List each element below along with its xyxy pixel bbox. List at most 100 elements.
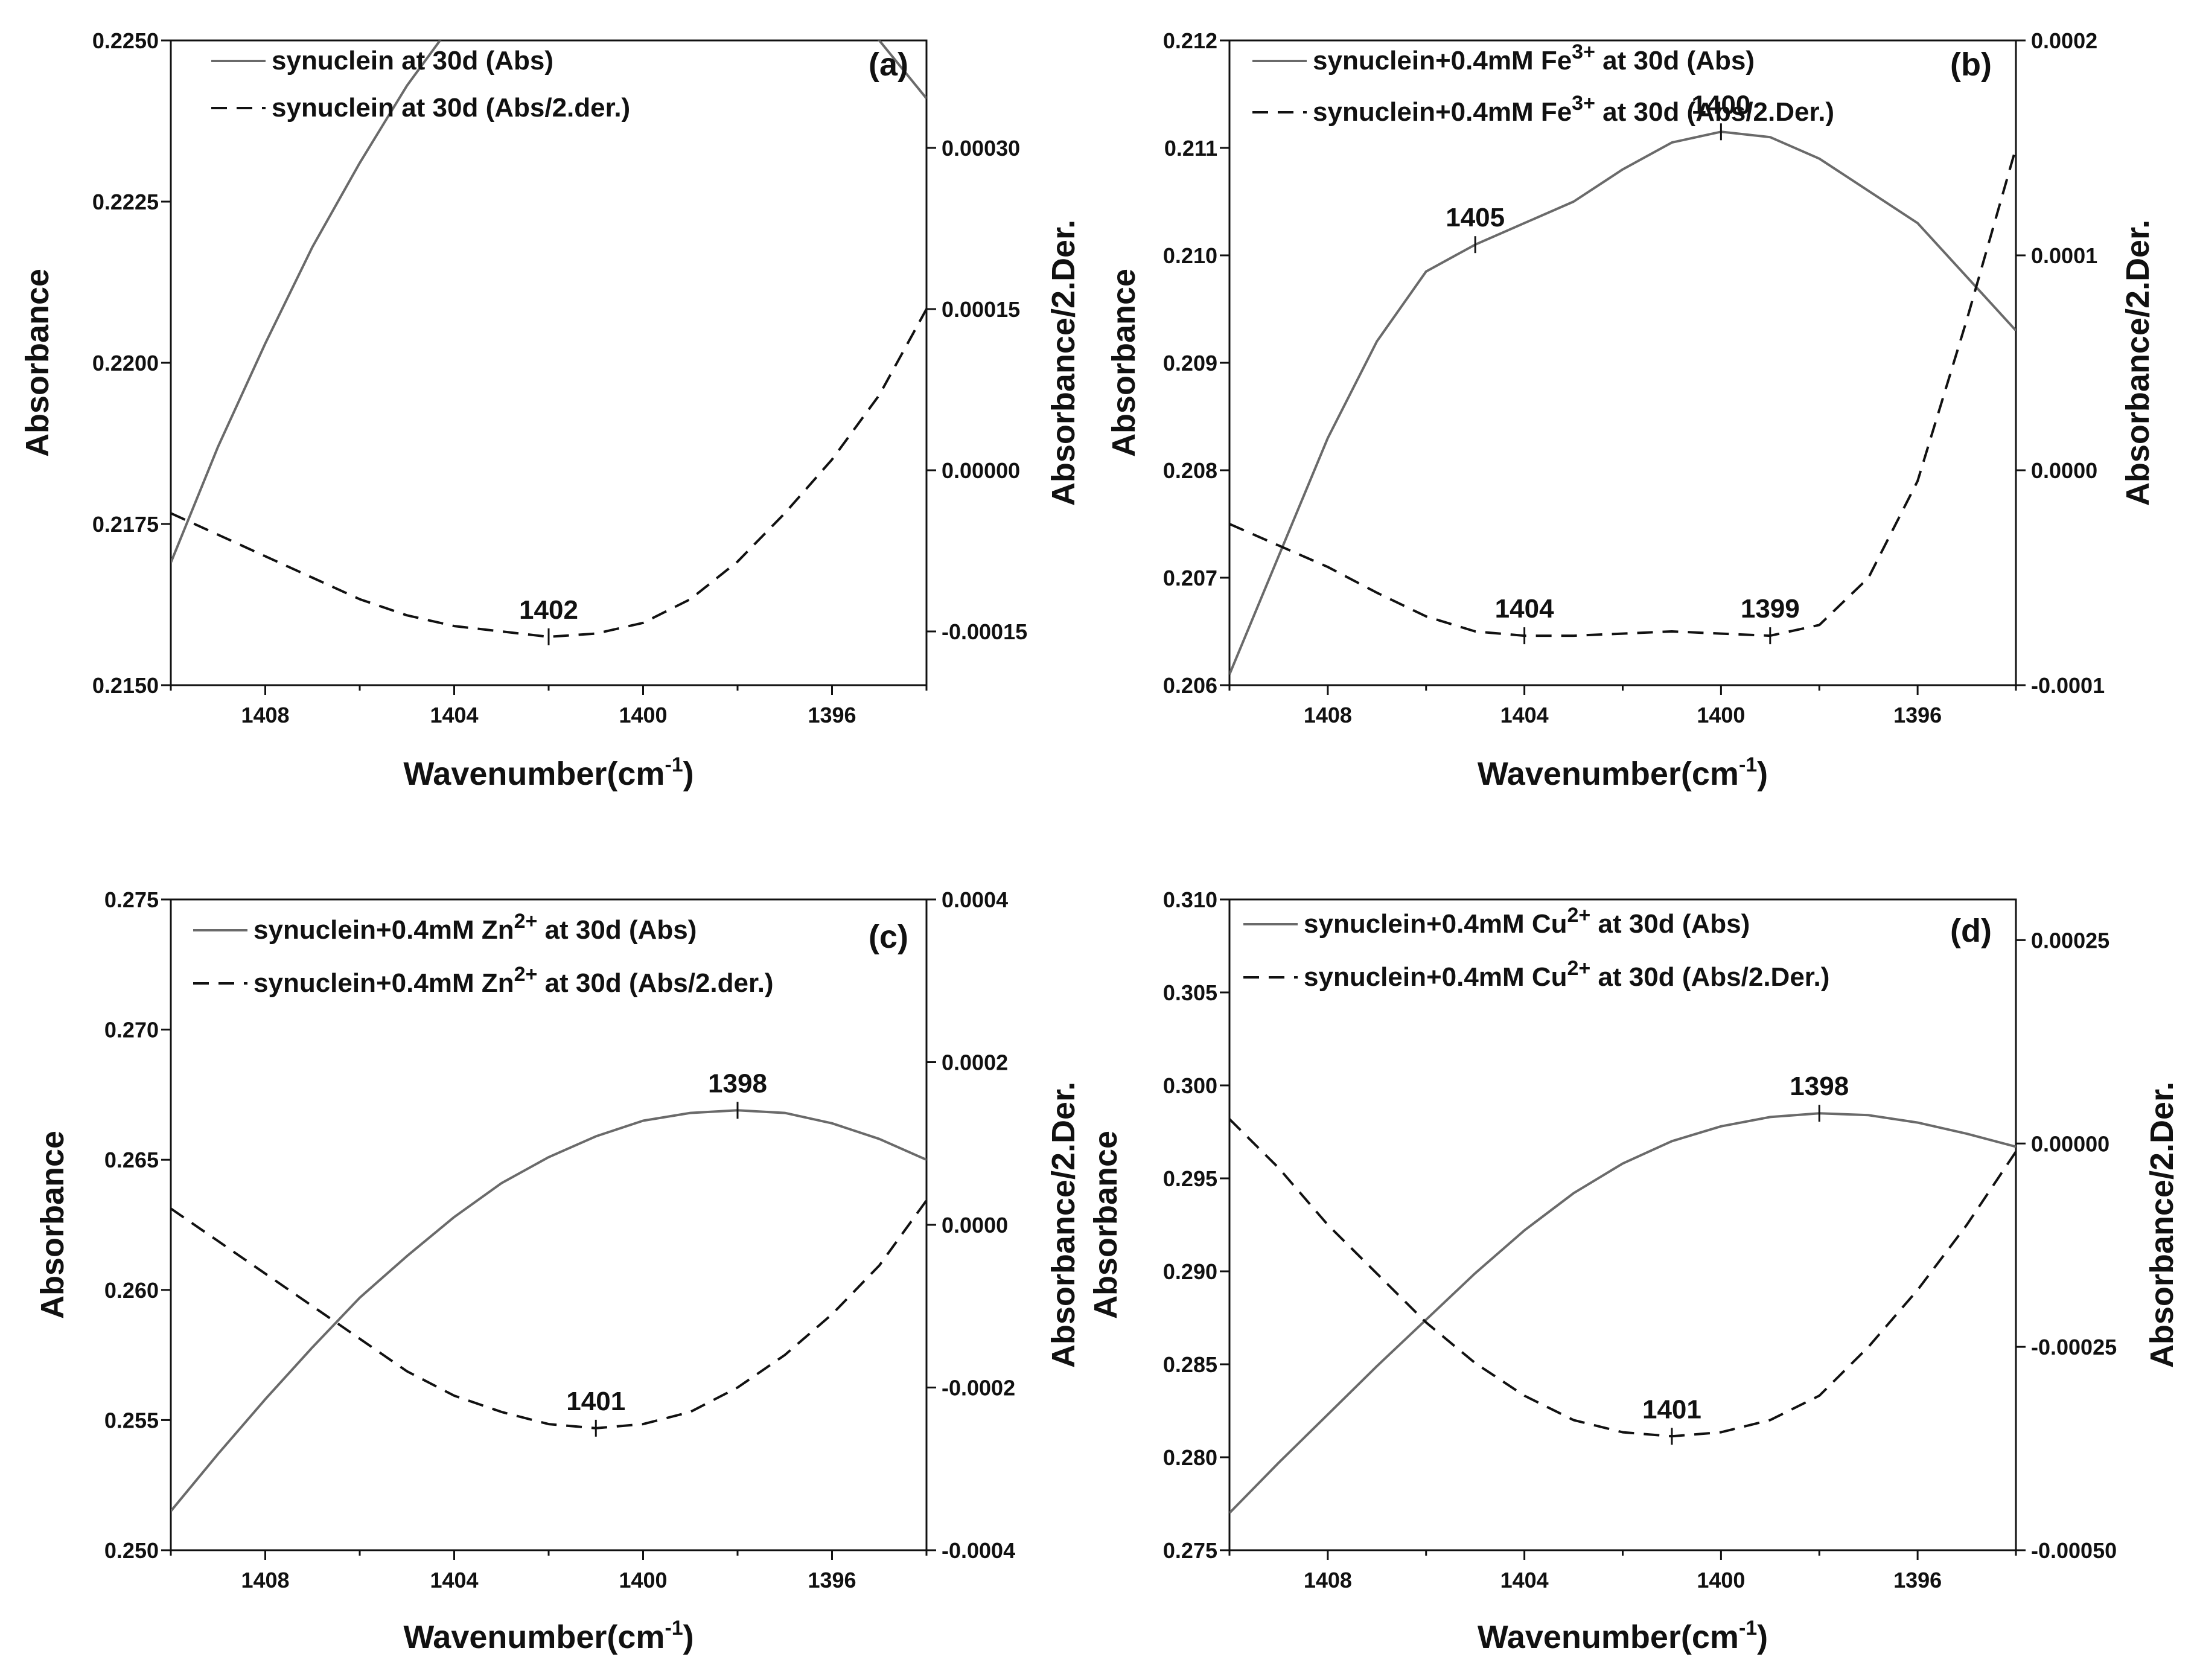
x-axis-title-main: Wavenumber(cm <box>403 1619 665 1655</box>
y-left-tick-label: 0.300 <box>1163 1073 1217 1098</box>
legend-text-main: synuclein+0.4mM Cu <box>1304 962 1567 992</box>
y-right-tick-label: 0.0004 <box>942 887 1008 912</box>
y-left-tick-label: 0.206 <box>1163 673 1217 698</box>
y-left-axis-title: Absorbance <box>1088 1131 1124 1319</box>
series-line-absorbance <box>171 1109 926 1512</box>
y-right-tick-label: -0.00050 <box>2031 1538 2117 1563</box>
x-axis-title: Wavenumber(cm-1) <box>403 1617 694 1655</box>
series-line-second-derivative <box>1229 147 2016 637</box>
peak-label: 1398 <box>708 1068 767 1098</box>
y-left-tick-label: 0.2200 <box>92 351 159 375</box>
legend-text-sup: 2+ <box>1567 904 1590 927</box>
y-left-tick-label: 0.2150 <box>92 673 159 698</box>
y-left-tick-label: 0.211 <box>1164 136 1217 161</box>
legend-entry-label: synuclein+0.4mM Fe3+ at 30d (Abs/2.Der.) <box>1313 92 1834 127</box>
y-left-tick-label: 0.275 <box>1163 1538 1217 1563</box>
x-tick-label: 1400 <box>619 1568 667 1592</box>
legend-text-main: synuclein at 30d (Abs/2.der.) <box>272 93 630 123</box>
x-tick-label: 1408 <box>1304 703 1352 727</box>
y-left-tick-label: 0.255 <box>104 1408 159 1432</box>
legend-text-sup: 3+ <box>1572 92 1595 115</box>
y-right-tick-label: 0.0000 <box>942 1213 1008 1238</box>
x-axis-title: Wavenumber(cm-1) <box>403 753 694 792</box>
y-right-axis-title: Absorbance/2.Der. <box>1045 220 1082 506</box>
y-left-axis-title: Absorbance <box>34 1131 71 1319</box>
y-left-tick-label: 0.250 <box>104 1538 159 1563</box>
y-left-tick-label: 0.270 <box>104 1018 159 1043</box>
x-axis-title-sup: -1 <box>1739 1617 1757 1640</box>
peak-label: 1405 <box>1446 203 1505 232</box>
series-line-absorbance <box>1229 1112 2016 1514</box>
y-left-tick-label: 0.310 <box>1163 887 1217 912</box>
peak-label: 1399 <box>1741 594 1800 624</box>
y-left-tick-label: 0.285 <box>1163 1352 1217 1377</box>
legend-entry-label: synuclein at 30d (Abs) <box>272 46 553 75</box>
y-right-tick-label: 0.00030 <box>942 136 1020 161</box>
y-right-tick-label: 0.0002 <box>2031 28 2097 53</box>
y-right-tick-label: 0.0002 <box>942 1050 1008 1075</box>
chart-panel-d: 1408 1404 1400 1396 0.275 0.280 0.285 0.290 0.29… <box>1088 887 2180 1655</box>
x-tick-label: 1400 <box>1697 1568 1745 1592</box>
legend-text-end: at 30d (Abs) <box>1590 909 1750 939</box>
x-tick-label: 1408 <box>241 1568 289 1592</box>
legend-text-sup: 2+ <box>514 963 538 986</box>
series-line-absorbance <box>1229 130 2016 675</box>
y-left-tick-label: 0.290 <box>1163 1259 1217 1284</box>
x-axis-title-end: ) <box>1757 756 1768 792</box>
legend-text-end: at 30d (Abs) <box>537 915 697 945</box>
y-left-tick-label: 0.260 <box>104 1278 159 1303</box>
x-axis-title: Wavenumber(cm-1) <box>1478 753 1768 792</box>
peak-label: 1401 <box>1642 1394 1701 1424</box>
plot-frame <box>170 39 928 686</box>
legend-text-main: synuclein+0.4mM Fe <box>1313 97 1572 127</box>
legend-text-sup: 2+ <box>1567 957 1590 980</box>
plot-frame <box>1228 898 2017 1551</box>
x-tick-label: 1408 <box>241 703 289 727</box>
y-right-tick-label: 0.0001 <box>2031 243 2097 268</box>
y-left-tick-label: 0.280 <box>1163 1445 1217 1470</box>
x-axis-title: Wavenumber(cm-1) <box>1478 1617 1768 1655</box>
peak-label: 1402 <box>519 595 578 625</box>
x-tick-label: 1400 <box>1697 703 1745 727</box>
y-left-tick-label: 0.207 <box>1163 566 1217 590</box>
legend-text-sup: 2+ <box>514 910 538 933</box>
series-line-absorbance <box>171 40 926 563</box>
x-tick-label: 1396 <box>1893 703 1942 727</box>
legend-text-end: at 30d (Abs/2.der.) <box>537 968 773 998</box>
legend-text-main: synuclein+0.4mM Zn <box>253 915 514 945</box>
x-tick-label: 1396 <box>808 1568 856 1592</box>
y-right-axis-title: Absorbance/2.Der. <box>1045 1082 1082 1368</box>
x-tick-label: 1396 <box>1893 1568 1942 1592</box>
legend-text-end: at 30d (Abs/2.Der.) <box>1595 97 1834 127</box>
x-tick-label: 1404 <box>430 703 478 727</box>
series-line-second-derivative <box>171 1199 926 1429</box>
y-left-axis-title: Absorbance <box>1106 269 1142 457</box>
y-left-tick-label: 0.2175 <box>92 512 159 537</box>
y-left-tick-label: 0.208 <box>1163 458 1217 483</box>
panel-label: (d) <box>1950 913 1992 949</box>
y-left-tick-label: 0.265 <box>104 1148 159 1172</box>
panel-label: (c) <box>869 919 908 955</box>
y-right-tick-label: -0.0004 <box>942 1538 1015 1563</box>
peak-label: 1404 <box>1495 594 1554 624</box>
y-right-tick-label: 0.0000 <box>2031 458 2097 483</box>
plot-frame <box>1228 39 2017 686</box>
x-tick-label: 1408 <box>1304 1568 1352 1592</box>
y-right-tick-label: -0.00015 <box>942 619 1027 644</box>
y-right-tick-label: -0.0001 <box>2031 673 2105 698</box>
x-axis-title-end: ) <box>683 1619 694 1655</box>
y-left-axis-title: Absorbance <box>19 269 56 457</box>
x-tick-label: 1396 <box>808 703 856 727</box>
legend-entry-label: synuclein+0.4mM Zn2+ at 30d (Abs) <box>253 910 697 945</box>
x-axis-title-main: Wavenumber(cm <box>403 756 665 792</box>
peak-label: 1401 <box>566 1387 625 1416</box>
x-axis-title-sup: -1 <box>1739 753 1757 776</box>
legend-entry-label: synuclein at 30d (Abs/2.der.) <box>272 93 630 123</box>
y-right-axis-title: Absorbance/2.Der. <box>2120 220 2156 506</box>
legend-text-end: at 30d (Abs/2.Der.) <box>1590 962 1829 992</box>
legend-entry-label: synuclein+0.4mM Cu2+ at 30d (Abs/2.Der.) <box>1304 957 1829 992</box>
legend-text-main: synuclein+0.4mM Zn <box>253 968 514 998</box>
x-tick-label: 1404 <box>1500 703 1549 727</box>
y-right-tick-label: -0.0002 <box>942 1376 1015 1401</box>
series-line-second-derivative <box>1229 1118 2016 1438</box>
